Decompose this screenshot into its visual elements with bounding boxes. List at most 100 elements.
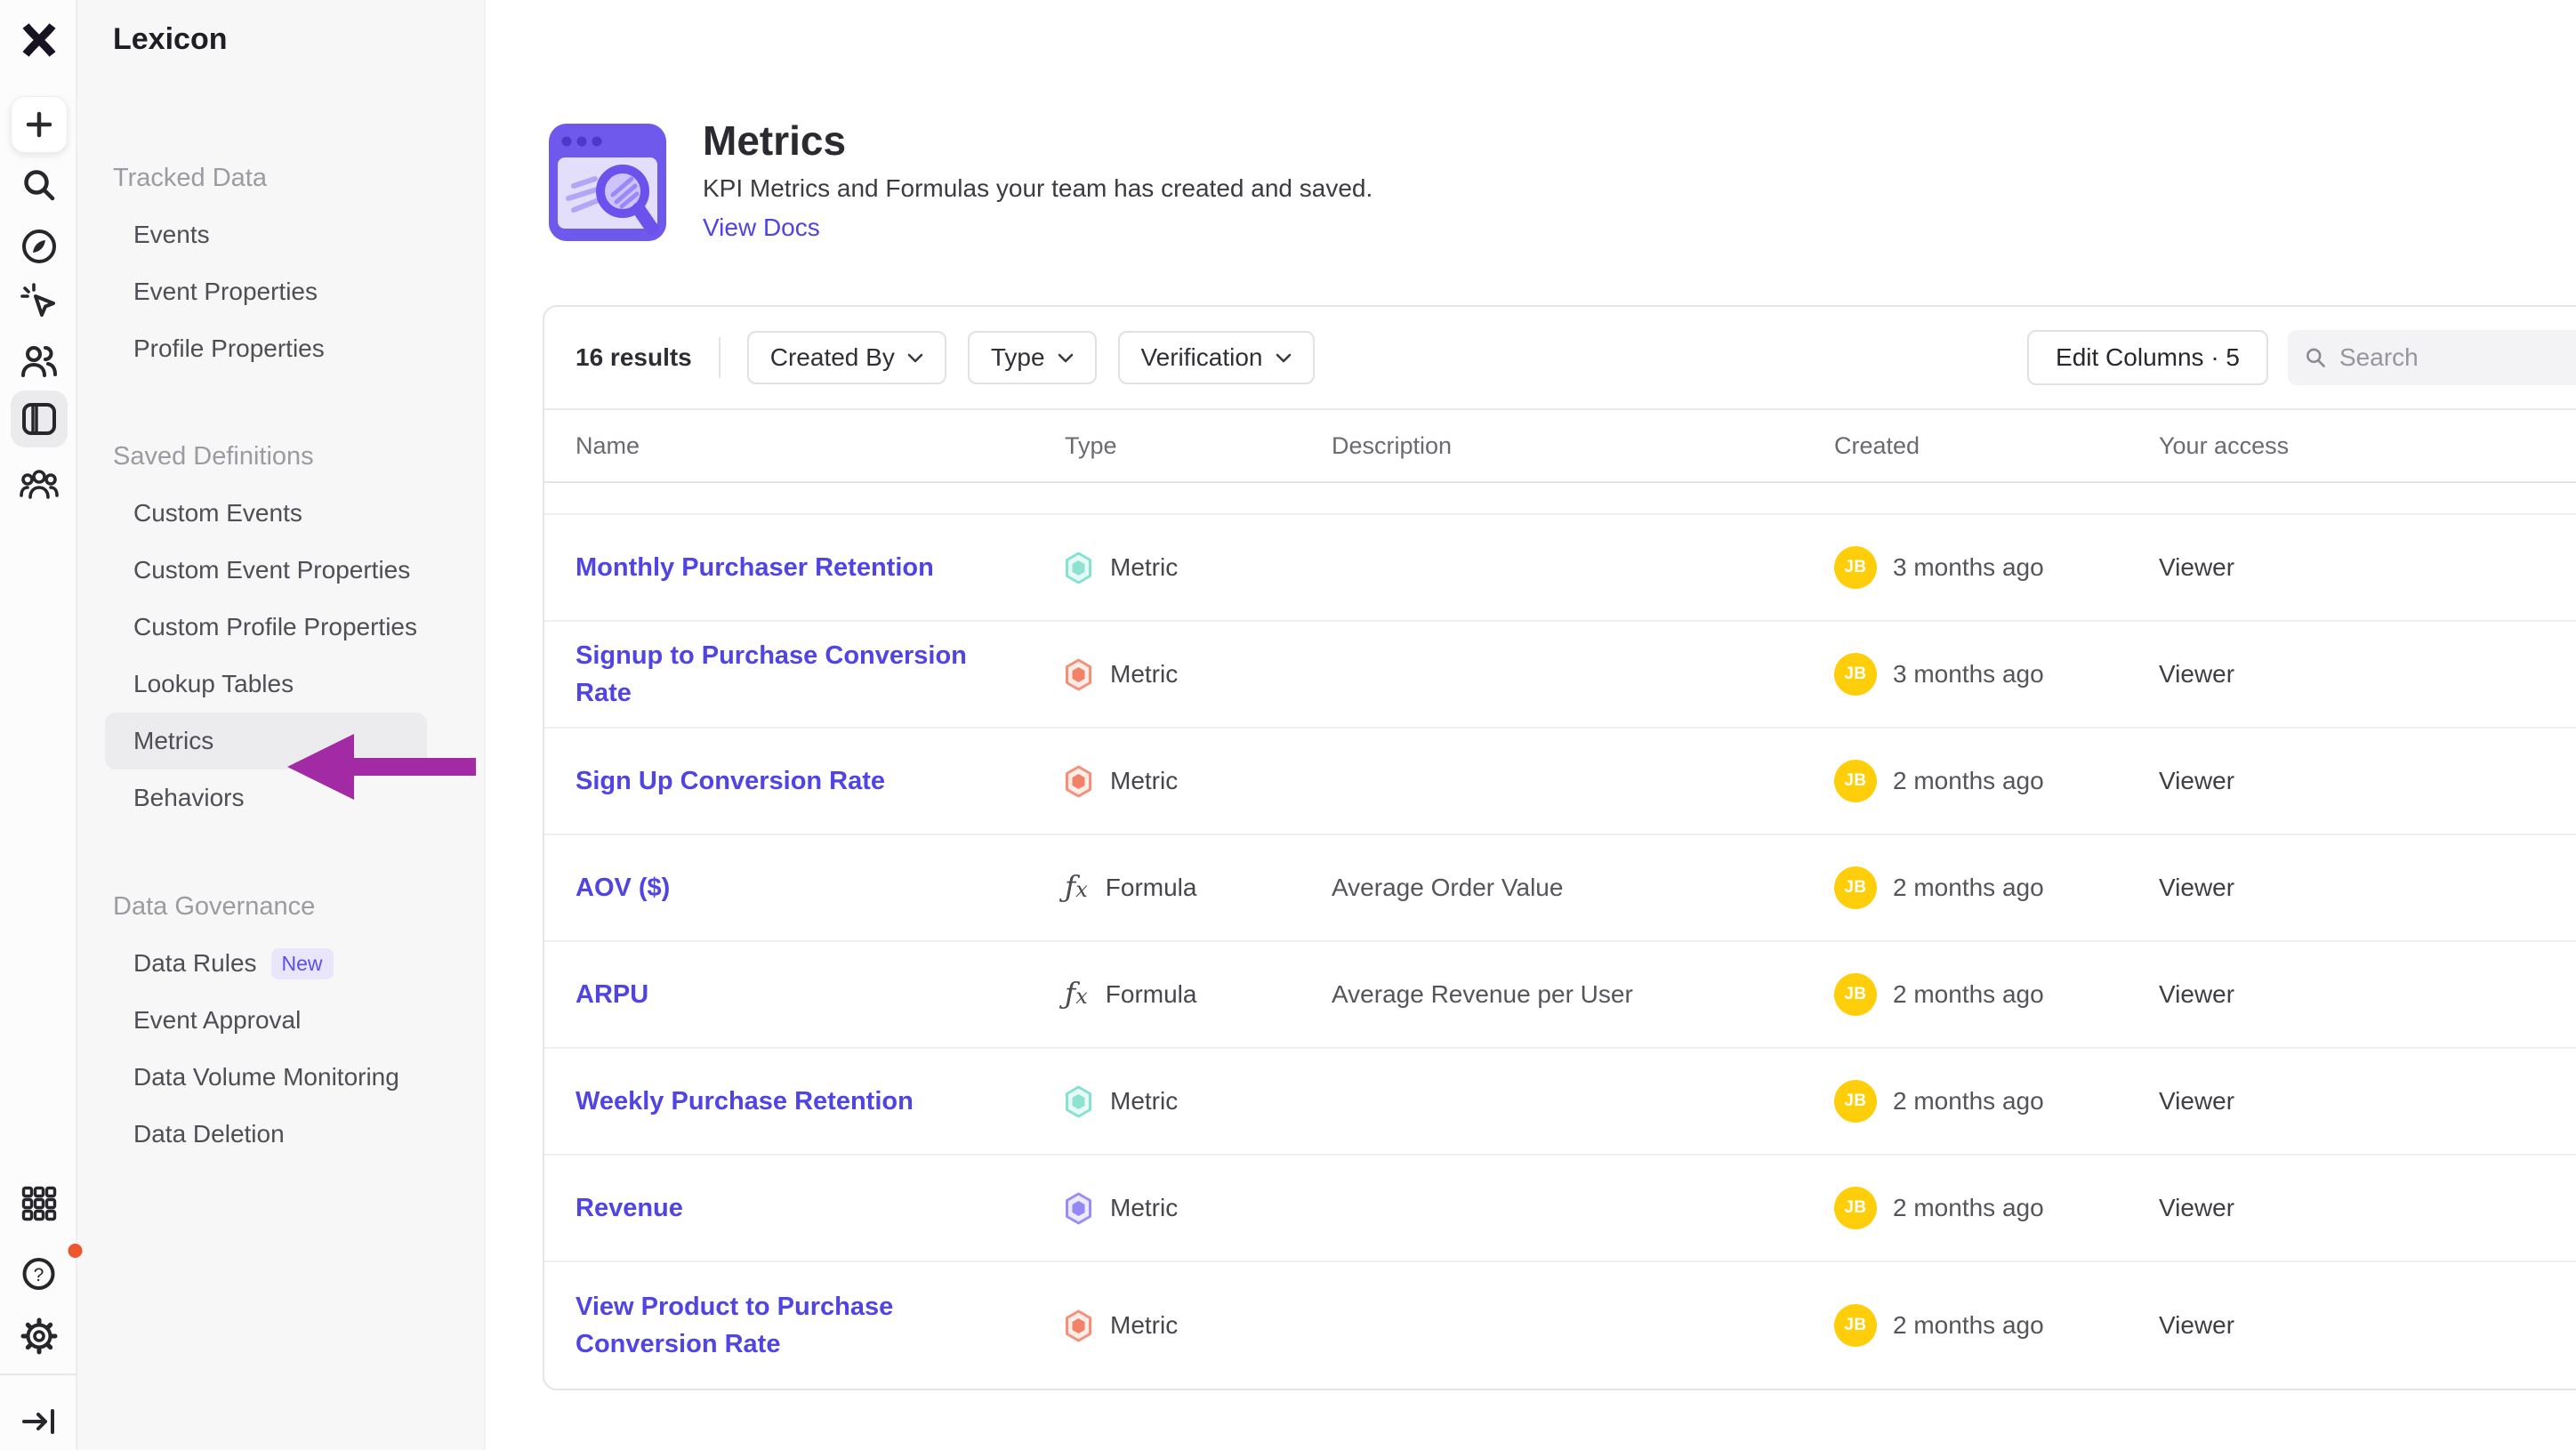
rail-search-button[interactable] xyxy=(20,166,59,205)
sidebar-item-label: Data Volume Monitoring xyxy=(133,1063,399,1091)
access-cell: Viewer xyxy=(2159,1194,2235,1221)
sidebar-sections: Tracked Data Events Event Properties Pro… xyxy=(77,149,484,1163)
table-row: Monthly Purchaser Retention ƒx Metric JB… xyxy=(544,515,2576,622)
table-row: View Product to Purchase Conversion Rate… xyxy=(544,1262,2576,1389)
create-button[interactable] xyxy=(11,96,68,153)
search-icon xyxy=(2306,348,2325,367)
search-input[interactable] xyxy=(2339,343,2571,372)
metrics-page-icon xyxy=(547,122,668,247)
edit-columns-button[interactable]: Edit Columns · 5 xyxy=(2027,330,2268,385)
results-count: 16 results xyxy=(576,343,692,371)
page-title: Metrics xyxy=(703,117,847,164)
sidebar-item-event-approval[interactable]: Event Approval xyxy=(105,992,427,1049)
avatar: JB xyxy=(1834,866,1877,909)
avatar: JB xyxy=(1834,546,1877,589)
filter-dropdown-created-by[interactable]: Created By xyxy=(746,331,946,384)
help-icon: ? xyxy=(22,1258,54,1290)
mixpanel-logo[interactable] xyxy=(20,20,59,60)
gear-icon xyxy=(20,1317,58,1355)
metric-hexagon-icon xyxy=(1066,1085,1091,1117)
sidebar-item-event-properties[interactable]: Event Properties xyxy=(105,263,427,320)
results-card: 16 results Created By Type Verification … xyxy=(543,305,2576,1390)
description-cell: Average Revenue per User xyxy=(1332,980,1633,1008)
metric-hexagon-icon xyxy=(1066,1192,1091,1224)
type-label: Metric xyxy=(1110,660,1179,688)
sidebar-item-label: Lookup Tables xyxy=(133,670,294,697)
sidebar-item-label: Behaviors xyxy=(133,784,245,811)
notification-dot xyxy=(68,1244,83,1258)
sidebar-item-profile-properties[interactable]: Profile Properties xyxy=(105,320,427,377)
created-time: 3 months ago xyxy=(1893,553,2044,581)
apps-grid-icon xyxy=(21,1186,57,1221)
metric-name-link[interactable]: ARPU xyxy=(576,980,649,1009)
sidebar-item-events[interactable]: Events xyxy=(105,206,427,263)
rail-settings-button[interactable] xyxy=(20,1317,59,1356)
metric-name-link[interactable]: AOV ($) xyxy=(576,874,671,902)
rail-insights-button[interactable] xyxy=(20,227,59,266)
icon-rail: ? xyxy=(0,0,83,1450)
collapse-sidebar-button[interactable] xyxy=(20,1402,59,1441)
rail-cohorts-button[interactable] xyxy=(20,465,59,504)
created-time: 2 months ago xyxy=(1893,980,2044,1008)
sidebar-item-custom-profile-properties[interactable]: Custom Profile Properties xyxy=(105,599,427,656)
compass-icon xyxy=(22,230,56,263)
description-cell: Average Order Value xyxy=(1332,874,1564,901)
metric-hexagon-icon xyxy=(1066,552,1091,584)
rail-events-button[interactable] xyxy=(20,282,59,321)
access-cell: Viewer xyxy=(2159,767,2235,794)
table-row: Weekly Purchase Retention ƒx Metric JB 2… xyxy=(544,1049,2576,1156)
table-row: AOV ($) ƒx Formula Average Order Value J… xyxy=(544,835,2576,942)
metric-name-link[interactable]: Monthly Purchaser Retention xyxy=(576,553,934,582)
type-label: Metric xyxy=(1110,1087,1179,1115)
metric-name-link[interactable]: Revenue xyxy=(576,1194,683,1222)
type-label: Metric xyxy=(1110,1311,1179,1339)
sidebar-title: Lexicon xyxy=(113,21,228,56)
formula-fx-icon: ƒx xyxy=(1065,975,1088,1011)
filter-label: Type xyxy=(990,343,1045,371)
sidebar-item-data-rules[interactable]: Data Rules New xyxy=(105,935,427,992)
formula-fx-icon: ƒx xyxy=(1065,868,1088,904)
lexicon-sidebar: Lexicon Tracked Data Events Event Proper… xyxy=(77,0,486,1450)
sidebar-item-behaviors[interactable]: Behaviors xyxy=(105,769,427,826)
chevron-down-icon xyxy=(1276,353,1291,362)
metric-name-link[interactable]: Weekly Purchase Retention xyxy=(576,1087,914,1116)
metrics-browser-icon xyxy=(549,124,666,241)
sidebar-item-lookup-tables[interactable]: Lookup Tables xyxy=(105,656,427,713)
sidebar-section-header: Saved Definitions xyxy=(113,441,314,471)
filter-dropdown-verification[interactable]: Verification xyxy=(1117,331,1315,384)
rail-apps-button[interactable] xyxy=(19,1183,60,1225)
toolbar-divider xyxy=(718,337,720,378)
metric-name-link[interactable]: Sign Up Conversion Rate xyxy=(576,767,886,795)
metric-name-link[interactable]: View Product to Purchase Conversion Rate xyxy=(576,1293,894,1358)
sidebar-item-data-deletion[interactable]: Data Deletion xyxy=(105,1106,427,1163)
access-cell: Viewer xyxy=(2159,553,2235,581)
sidebar-item-custom-events[interactable]: Custom Events xyxy=(105,485,427,542)
filter-dropdown-type[interactable]: Type xyxy=(967,331,1097,384)
type-label: Formula xyxy=(1105,874,1197,901)
rail-lexicon-button-active[interactable] xyxy=(11,391,68,447)
rail-help-button[interactable]: ? xyxy=(2,1244,83,1293)
table-row: Sign Up Conversion Rate ƒx Metric JB 2 m… xyxy=(544,729,2576,835)
scrolled-row-sliver xyxy=(544,483,2576,515)
column-header: Description xyxy=(1332,431,1453,459)
sidebar-item-label: Profile Properties xyxy=(133,334,325,362)
plus-icon xyxy=(26,111,52,138)
sidebar-item-custom-event-properties[interactable]: Custom Event Properties xyxy=(105,542,427,599)
sidebar-item-metrics[interactable]: Metrics xyxy=(105,713,427,769)
sidebar-item-label: Custom Profile Properties xyxy=(133,613,418,640)
lexicon-book-icon xyxy=(22,403,56,435)
avatar: JB xyxy=(1834,1080,1877,1123)
chevron-down-icon xyxy=(907,353,923,362)
filter-label: Created By xyxy=(769,343,895,371)
sidebar-item-label: Metrics xyxy=(133,727,214,754)
avatar: JB xyxy=(1834,973,1877,1016)
metric-name-link[interactable]: Signup to Purchase Conversion Rate xyxy=(576,641,967,707)
rail-divider xyxy=(0,1373,77,1375)
sidebar-section: Tracked Data Events Event Properties Pro… xyxy=(77,149,484,377)
rail-users-button[interactable] xyxy=(20,342,59,381)
table-row: ARPU ƒx Formula Average Revenue per User… xyxy=(544,942,2576,1049)
view-docs-link[interactable]: View Docs xyxy=(703,213,820,241)
sidebar-item-data-volume-monitoring[interactable]: Data Volume Monitoring xyxy=(105,1049,427,1106)
column-header: Type xyxy=(1065,431,1117,459)
type-label: Metric xyxy=(1110,1194,1179,1221)
